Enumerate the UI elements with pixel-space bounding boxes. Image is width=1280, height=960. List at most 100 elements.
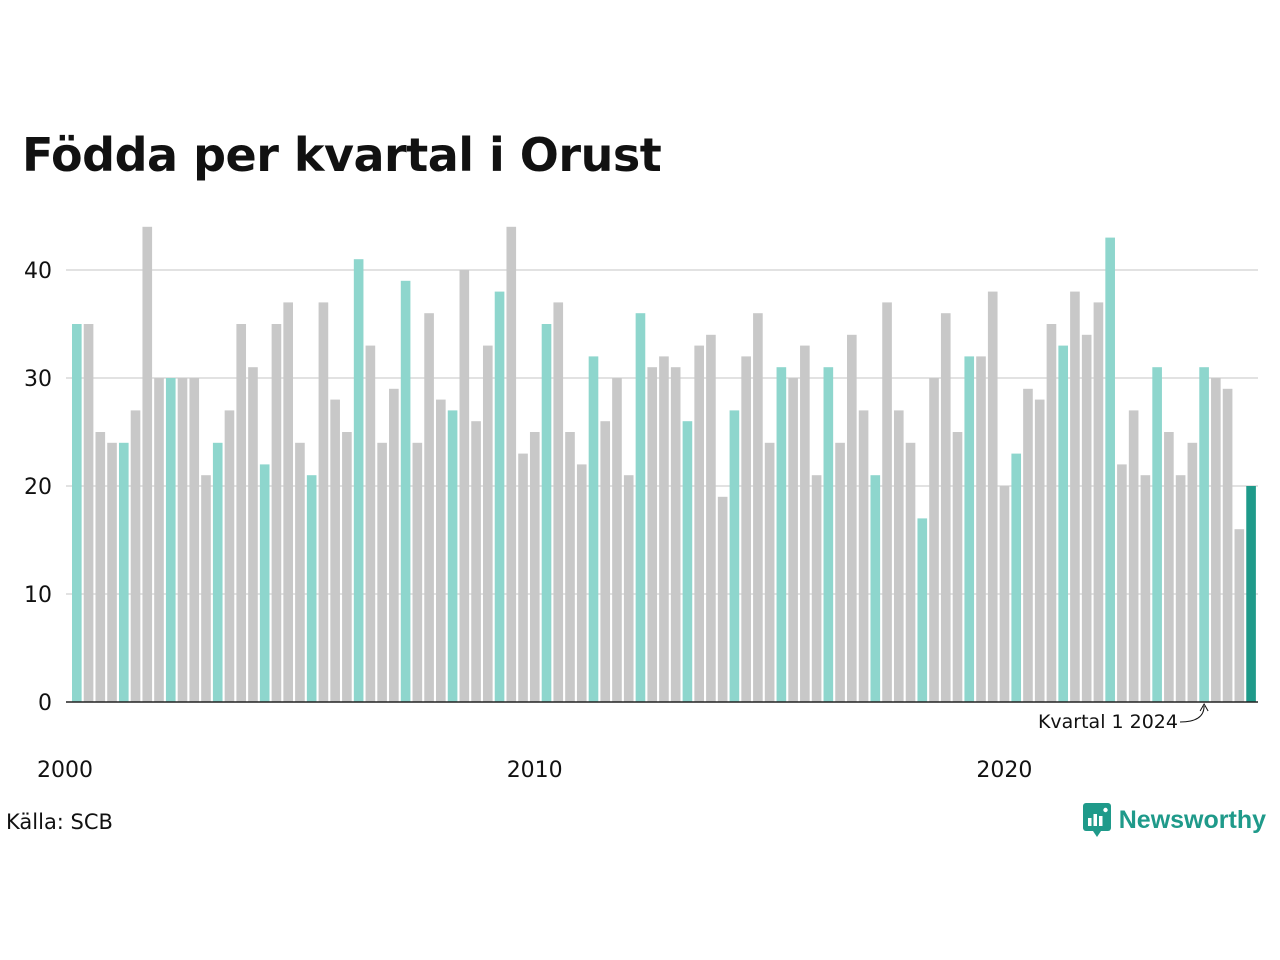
y-tick-label: 10	[24, 583, 52, 608]
bar	[999, 486, 1010, 702]
bar	[917, 518, 928, 702]
bar	[800, 345, 810, 702]
bar	[635, 313, 646, 702]
bar	[165, 378, 176, 702]
bar	[400, 280, 411, 702]
bar	[342, 432, 352, 702]
bar	[788, 378, 798, 702]
bar	[447, 410, 458, 702]
bar	[377, 442, 387, 702]
brand-logo[interactable]: Newsworthy	[1082, 803, 1266, 837]
bar	[295, 442, 305, 702]
bar	[647, 367, 658, 702]
bar	[471, 421, 481, 702]
bar	[436, 399, 446, 702]
bar	[753, 313, 763, 702]
bar	[389, 388, 399, 702]
bar	[893, 410, 904, 702]
bar	[682, 421, 693, 702]
bar	[565, 432, 575, 702]
bar	[259, 464, 270, 702]
bar	[1070, 291, 1080, 702]
annotation-arrowhead	[1199, 702, 1209, 712]
bar	[1046, 324, 1057, 702]
bar	[1058, 345, 1069, 702]
bar	[858, 410, 869, 702]
bar	[553, 302, 564, 702]
bar	[541, 324, 552, 702]
bar	[177, 378, 188, 702]
bar	[1187, 442, 1198, 702]
x-tick-label: 2000	[37, 758, 93, 783]
bar	[1011, 453, 1022, 702]
annotation-label: Kvartal 1 2024	[1038, 711, 1178, 733]
bar	[236, 324, 247, 702]
y-tick-label: 40	[24, 259, 52, 284]
bar	[494, 291, 505, 702]
y-tick-label: 20	[24, 475, 52, 500]
bar	[1023, 388, 1033, 702]
bar	[905, 442, 916, 702]
bar	[952, 432, 963, 702]
newsworthy-logo-icon	[1082, 803, 1111, 837]
bar	[612, 378, 622, 702]
x-tick-label: 2010	[507, 758, 563, 783]
bar	[1199, 367, 1209, 702]
y-tick-label: 30	[24, 367, 52, 392]
bar	[154, 378, 164, 702]
bar	[201, 475, 211, 702]
brand-name: Newsworthy	[1118, 805, 1266, 834]
bar	[412, 442, 423, 702]
source-note: Källa: SCB	[6, 810, 113, 834]
chart-title: Födda per kvartal i Orust	[22, 128, 662, 182]
bar	[670, 367, 681, 702]
bar	[1222, 388, 1233, 702]
bar	[729, 410, 740, 702]
bar	[706, 334, 716, 702]
bar	[353, 259, 364, 702]
bar	[482, 345, 493, 702]
bar	[1093, 302, 1104, 702]
bar	[1034, 399, 1045, 702]
bar	[365, 345, 376, 702]
bar	[940, 313, 951, 702]
bar	[623, 475, 634, 702]
bar	[212, 442, 223, 702]
annotation-arrow	[1179, 705, 1205, 723]
bar	[118, 442, 129, 702]
bar	[95, 432, 106, 702]
bar	[870, 475, 881, 702]
bar	[142, 226, 153, 703]
bar	[107, 442, 117, 702]
bar	[987, 291, 998, 702]
bar	[964, 356, 975, 702]
bar	[271, 324, 282, 702]
bar	[659, 356, 669, 702]
bar	[506, 226, 517, 703]
bar	[529, 432, 540, 702]
bar	[600, 421, 611, 702]
bar	[823, 367, 834, 702]
bar	[835, 442, 845, 702]
bar	[776, 367, 787, 702]
bar	[811, 475, 822, 702]
bar	[306, 475, 317, 702]
bar	[1081, 334, 1092, 702]
bar	[83, 324, 94, 702]
bar	[518, 453, 528, 702]
bar	[330, 399, 340, 702]
bar	[717, 496, 728, 702]
bar	[1128, 410, 1139, 702]
bar	[1105, 237, 1115, 702]
bar-chart: 0 10 20 30 40 2000 2010 2020 Kvartal 1 2024	[24, 226, 1258, 783]
bar	[847, 334, 857, 702]
bar	[764, 442, 775, 702]
y-tick-label: 0	[38, 691, 52, 716]
bar	[588, 356, 599, 702]
bar	[576, 464, 587, 702]
bar	[459, 270, 470, 702]
bar	[224, 410, 235, 702]
bar	[976, 356, 986, 702]
bar	[1175, 475, 1186, 702]
bar	[1152, 367, 1162, 702]
